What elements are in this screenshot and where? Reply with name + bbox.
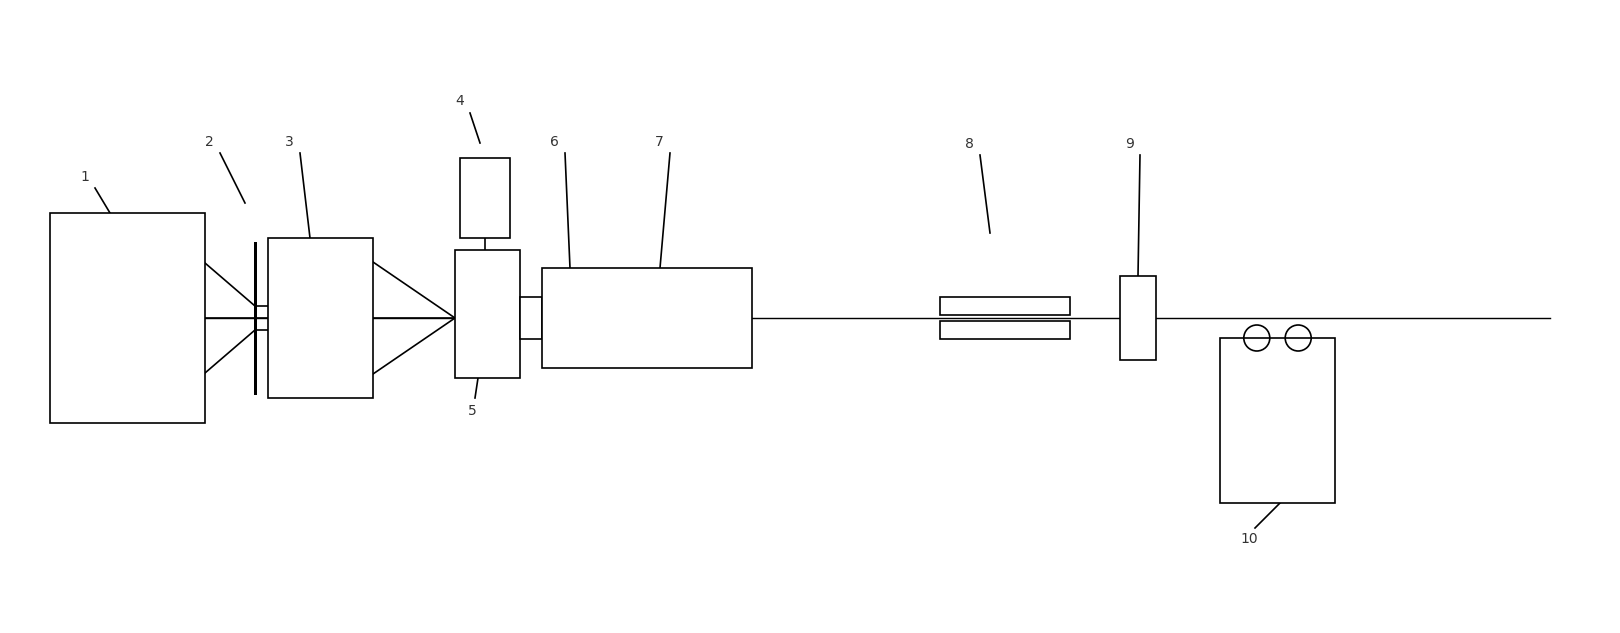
Text: 5: 5 bbox=[468, 404, 476, 418]
Text: 4: 4 bbox=[455, 94, 463, 108]
Bar bbox=[267, 238, 373, 398]
Bar bbox=[543, 268, 752, 368]
Text: 1: 1 bbox=[79, 170, 89, 184]
Text: 7: 7 bbox=[654, 135, 664, 149]
Bar bbox=[455, 250, 520, 378]
Bar bbox=[1119, 276, 1157, 360]
Bar bbox=[1220, 338, 1335, 503]
Bar bbox=[520, 297, 543, 339]
Text: 9: 9 bbox=[1124, 137, 1134, 151]
Text: 2: 2 bbox=[206, 135, 214, 149]
Text: 3: 3 bbox=[285, 135, 293, 149]
Bar bbox=[50, 213, 206, 423]
Text: 10: 10 bbox=[1239, 532, 1257, 546]
Text: 8: 8 bbox=[966, 137, 974, 151]
Bar bbox=[460, 158, 510, 238]
Bar bbox=[940, 321, 1069, 339]
Bar bbox=[940, 297, 1069, 315]
Text: 6: 6 bbox=[551, 135, 559, 149]
